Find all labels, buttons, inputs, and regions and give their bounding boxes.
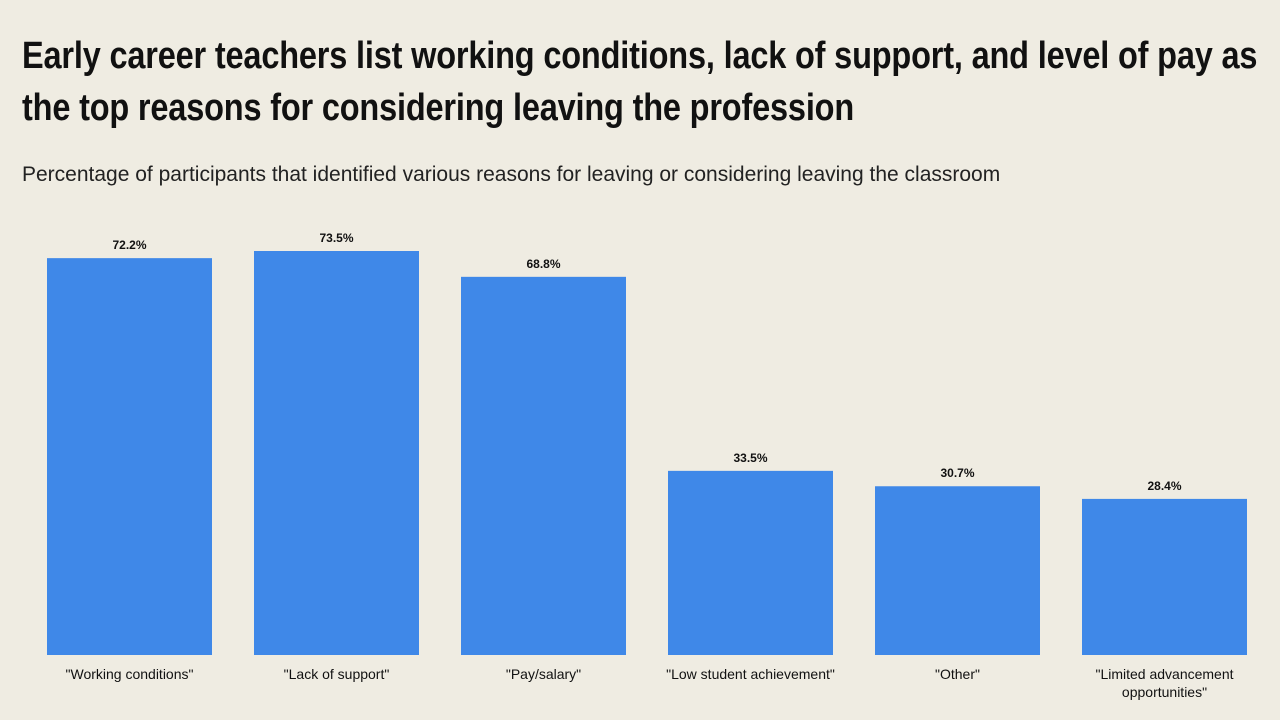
value-label: 33.5% xyxy=(733,450,768,465)
value-label: 68.8% xyxy=(526,256,561,271)
value-label: 72.2% xyxy=(112,238,147,253)
bar xyxy=(461,276,626,655)
bar xyxy=(47,258,212,655)
x-tick-label: "Other" xyxy=(935,666,980,682)
x-tick-label: "Working conditions" xyxy=(65,666,194,682)
bar xyxy=(254,251,419,655)
value-label: 28.4% xyxy=(1147,478,1182,493)
chart-title: Early career teachers list working condi… xyxy=(22,35,1258,129)
bar xyxy=(875,486,1040,655)
x-tick-label: "Pay/salary" xyxy=(505,666,582,682)
bar xyxy=(668,470,833,655)
x-tick-label: "Low student achievement" xyxy=(666,666,835,682)
x-tick-label: "Limited advancement opportunities" xyxy=(1095,666,1234,700)
x-tick-label: "Lack of support" xyxy=(283,666,390,682)
chart-subtitle: Percentage of participants that identifi… xyxy=(22,163,1001,186)
value-label: 30.7% xyxy=(940,466,975,481)
value-label: 73.5% xyxy=(319,231,354,245)
bar xyxy=(1082,498,1247,655)
